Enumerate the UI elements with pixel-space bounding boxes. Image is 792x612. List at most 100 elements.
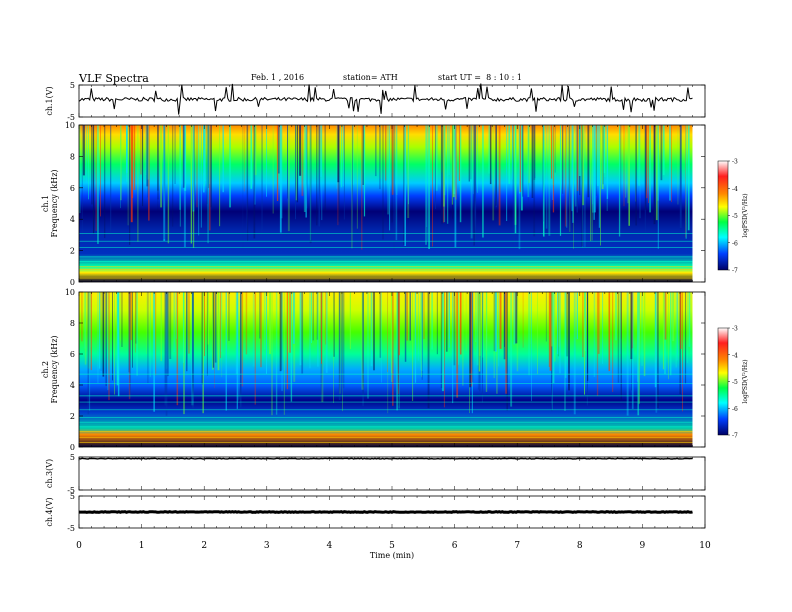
spectrogram-streak — [587, 292, 589, 381]
chart-title: VLF Spectra — [79, 72, 149, 85]
spectrogram-streak — [371, 292, 373, 351]
spectrogram-streak — [309, 292, 311, 369]
spectrogram-streak — [620, 125, 622, 230]
colorbar-tick-label: -5 — [732, 379, 738, 386]
spectrogram-streak — [179, 125, 181, 227]
spectrogram-streak — [608, 292, 611, 372]
spectrogram-streak — [615, 292, 617, 341]
transmitter-lines — [79, 232, 693, 279]
spectrogram-streak — [303, 125, 306, 212]
spectrogram-streak — [120, 292, 121, 341]
spectrogram-streak — [590, 125, 592, 242]
voltage-trace — [79, 510, 693, 514]
spectrogram-streak — [552, 125, 554, 185]
spectrogram-streak — [423, 292, 425, 339]
spectrogram-streak — [391, 125, 394, 195]
spectrogram-streak — [324, 125, 326, 212]
spectrogram-streak — [167, 125, 170, 244]
spectrogram-streak — [655, 292, 658, 413]
spectrogram-streak — [179, 125, 181, 210]
spectrogram-streak — [595, 125, 597, 196]
spectrogram-streak — [321, 292, 322, 364]
spectrogram-streak — [397, 292, 400, 406]
spectrogram-streak — [311, 292, 312, 343]
spectrogram-streak — [336, 125, 338, 189]
spectrogram-streak — [316, 125, 318, 226]
spectrogram-streak — [155, 292, 157, 376]
spectrogram-streak — [132, 292, 133, 368]
spectrogram-streak — [254, 125, 256, 205]
voltage-trace — [78, 457, 693, 460]
spectrogram-streak — [596, 292, 599, 396]
spectrogram-streak — [448, 292, 450, 339]
spectrogram-streak — [495, 125, 497, 206]
spectrogram-streak — [531, 125, 534, 198]
spectrogram-streak — [192, 125, 195, 212]
spectrogram-streak — [604, 125, 606, 178]
spectrogram-streak — [351, 125, 353, 249]
spectrogram-streak — [245, 292, 248, 355]
spectrogram-streak — [100, 125, 101, 217]
spectrogram-streak — [603, 125, 606, 174]
colorbar-scale — [717, 327, 729, 436]
spectrogram-streak — [254, 125, 257, 176]
spectrogram-streak — [403, 125, 405, 245]
y-axis-label: ch.1(V) — [45, 86, 54, 115]
spectrogram-streak — [279, 125, 282, 233]
spectrogram-streak — [549, 292, 552, 371]
spectrogram-streak — [441, 125, 444, 225]
spectrogram-streak — [82, 125, 85, 176]
colorbar-tick-label: -4 — [732, 352, 738, 359]
spectrogram-image — [79, 125, 693, 282]
spectrogram-streak — [557, 292, 559, 355]
spectrogram-streak — [565, 292, 567, 378]
spectrogram-streak — [453, 125, 456, 194]
x-tick-label: 9 — [640, 541, 646, 551]
colorbar-tick-label: -4 — [732, 186, 738, 193]
spectrogram-streak — [631, 292, 633, 349]
transmitter-lines — [79, 373, 693, 443]
spectrogram-streak — [363, 125, 366, 217]
spectrogram-streak — [361, 125, 363, 250]
spectrogram-streak — [465, 292, 467, 352]
spectrogram-streak — [163, 125, 166, 241]
spectrogram-streak — [470, 125, 473, 239]
spectrogram-streak — [153, 292, 155, 412]
x-axis-label: Time (min) — [370, 551, 414, 560]
spectrogram-streak — [271, 292, 273, 416]
spectrogram-streak — [498, 292, 500, 367]
spectrogram-streak — [147, 125, 148, 198]
spectrogram-streak — [236, 292, 238, 409]
spectrogram-streak — [385, 125, 387, 200]
spectrogram-streak — [209, 125, 210, 185]
spectrogram-streak — [552, 125, 555, 213]
x-tick-label: 7 — [514, 541, 520, 551]
spectrogram-streak — [210, 125, 212, 208]
spectrogram-streak — [288, 292, 290, 353]
spectrogram-streak — [381, 292, 382, 383]
spectrogram-streak — [597, 125, 599, 186]
y-tick-label: -5 — [67, 524, 75, 533]
spectrogram-streak — [687, 292, 688, 363]
spectrogram-streak — [225, 292, 227, 411]
spectrogram-streak — [202, 292, 204, 414]
spectrogram-streak — [576, 125, 579, 191]
spectrogram-streak — [456, 292, 459, 398]
spectrogram-streak — [442, 292, 444, 392]
spectrogram-streak — [110, 125, 112, 234]
spectrogram-streak — [677, 125, 679, 205]
spectrogram-streak — [229, 125, 231, 208]
spectrogram-streak — [149, 292, 151, 377]
spectrogram-streak — [396, 125, 398, 195]
spectrogram-streak — [253, 125, 256, 239]
spectrogram-streak — [448, 125, 450, 175]
spectrogram-streak — [342, 292, 345, 389]
spectrogram-streak — [99, 292, 101, 369]
spectrogram-streak — [393, 125, 396, 250]
spectrogram-streak — [477, 125, 478, 193]
spectrogram-streak — [428, 125, 430, 249]
spectrogram-streak — [572, 125, 574, 223]
spectrogram-streak — [362, 292, 364, 407]
spectrogram-streak — [593, 292, 596, 377]
spectrogram-streak — [126, 125, 128, 182]
